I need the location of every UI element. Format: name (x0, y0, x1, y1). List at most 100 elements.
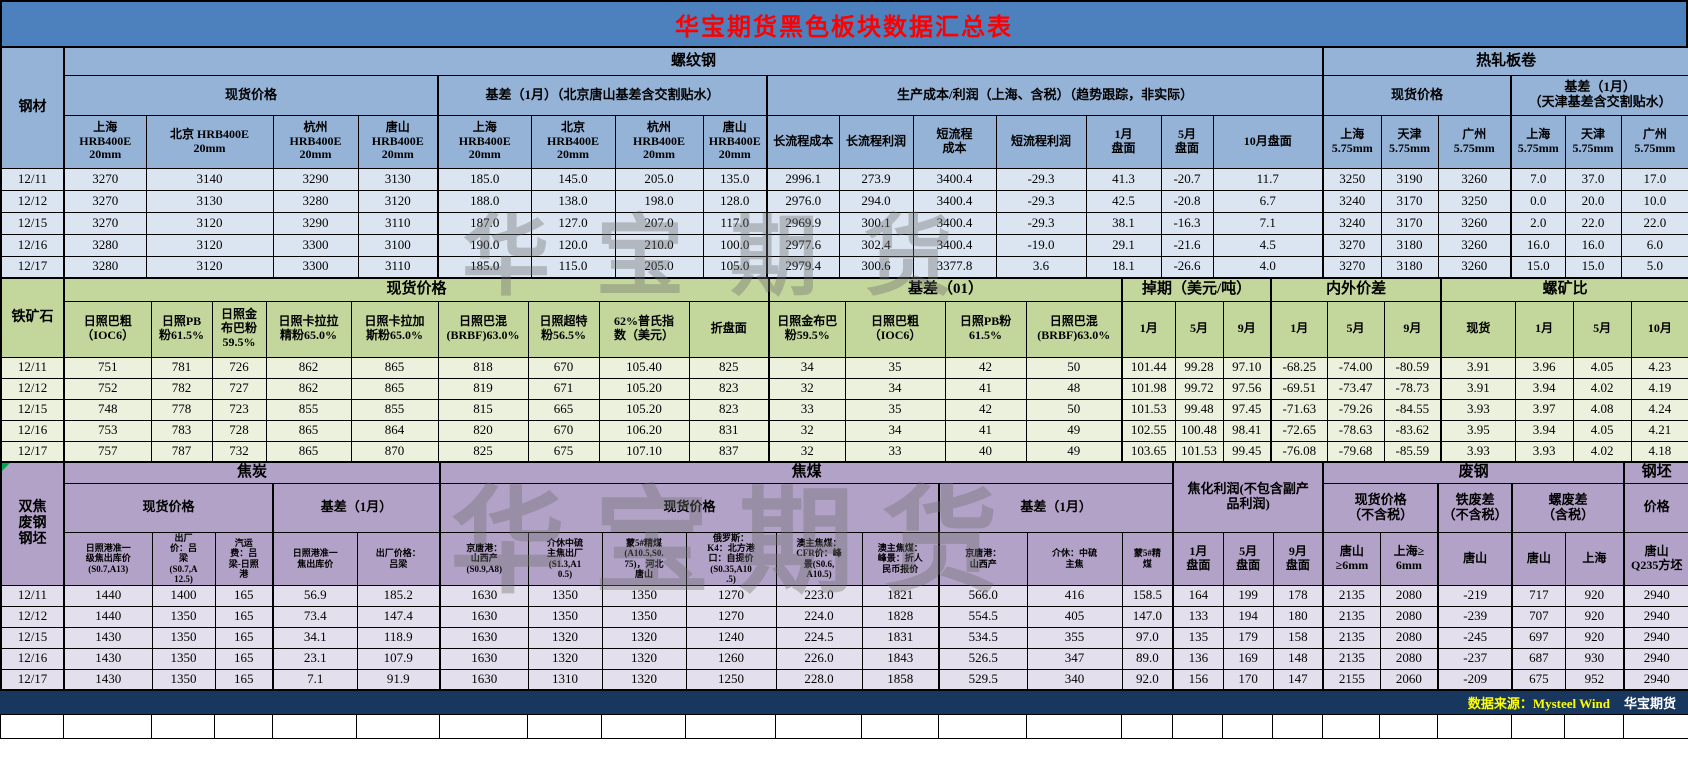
data-cell: 1630 (439, 605, 529, 628)
data-cell: 2135 (1322, 605, 1381, 628)
data-cell: 1630 (439, 626, 529, 649)
group-spot-price: 现货价格 (62, 277, 770, 302)
data-cell: 865 (350, 356, 439, 379)
data-cell: -79.26 (1326, 398, 1385, 421)
data-cell: 34 (768, 356, 846, 379)
data-cell: 526.5 (938, 647, 1028, 670)
header-row: 铁矿石 现货价格 基差（01） 掉期（美元/吨） 内外价差 螺矿比 (0, 277, 1688, 358)
data-cell: 105.0 (702, 255, 768, 279)
data-cell: 185.2 (356, 584, 441, 607)
row-date: 12/12 (0, 377, 65, 400)
data-cell: 707 (1511, 605, 1566, 628)
data-cell: 2940 (1623, 605, 1688, 628)
data-cell: 831 (688, 419, 770, 442)
data-cell: 2977.6 (766, 233, 840, 257)
data-cell: 340 (1026, 668, 1123, 691)
data-cell: 97.45 (1222, 398, 1272, 421)
column-header: 9月 (1383, 300, 1442, 358)
data-cell: 32 (768, 440, 846, 463)
data-cell: 5.0 (1620, 255, 1688, 279)
data-cell: 3.6 (995, 255, 1087, 279)
data-cell: 16.0 (1510, 233, 1566, 257)
data-cell: 862 (265, 356, 352, 379)
data-cell: 165 (214, 605, 274, 628)
column-header: 5月 (1174, 300, 1224, 358)
data-cell: 930 (1564, 647, 1625, 670)
data-cell: 49 (1025, 419, 1123, 442)
data-cell: 105.20 (598, 377, 690, 400)
column-header: 澳主焦煤： 峰景：折人 民币报价 (861, 531, 940, 586)
data-cell: 675 (527, 440, 600, 463)
data-cell: 41 (944, 377, 1027, 400)
empty-cell (214, 714, 273, 739)
column-header: 上海 5.75mm (1322, 114, 1382, 169)
group-domestic-foreign-spread: 内外价差 (1270, 277, 1442, 302)
data-cell: 1440 (63, 605, 153, 628)
column-header: 1月 盘面 (1085, 114, 1162, 169)
data-cell: 35 (844, 398, 946, 421)
data-cell: 1320 (527, 647, 603, 670)
table-row: 12/15 1430 1350 165 34.1 118.9 1630 1320 1320 124… (0, 626, 1688, 649)
data-cell: 207.0 (614, 211, 704, 235)
column-header: 广州 5.75mm (1620, 114, 1688, 169)
data-cell: 300.6 (838, 255, 914, 279)
column-header: 澳主焦煤： CFR价：峰 景(S0.6, A10.5) (775, 531, 863, 586)
data-cell: 2940 (1623, 668, 1688, 691)
data-cell: 107.10 (598, 440, 690, 463)
data-cell: 3180 (1380, 255, 1439, 279)
data-cell: 165 (214, 647, 274, 670)
data-cell: 3190 (1380, 167, 1439, 191)
empty-cell (272, 714, 357, 739)
data-cell: 33 (768, 398, 846, 421)
data-cell: 180 (1272, 605, 1324, 628)
empty-row (0, 714, 1688, 739)
row-date: 12/15 (0, 211, 65, 235)
data-cell: 3110 (357, 211, 439, 235)
data-cell: 169 (1222, 647, 1274, 670)
data-cell: -74.00 (1326, 356, 1385, 379)
data-cell: 91.9 (356, 668, 441, 691)
data-cell: 855 (350, 398, 439, 421)
empty-cell (0, 714, 64, 739)
data-cell: 99.72 (1174, 377, 1224, 400)
group-hot-rolled-coil: 热轧板卷 (1322, 46, 1688, 76)
row-date: 12/17 (0, 668, 65, 691)
column-header: 日照巴粗 （IOC6） (63, 300, 152, 358)
data-cell: 4.24 (1630, 398, 1688, 421)
empty-cell (527, 714, 602, 739)
data-cell: 187.0 (437, 211, 532, 235)
data-cell: -76.08 (1270, 440, 1328, 463)
data-cell: 3110 (357, 255, 439, 279)
footer-bar: 数据来源：Mysteel Wind 华宝期货 (0, 691, 1688, 714)
empty-cell (1511, 714, 1565, 739)
data-cell: 1350 (527, 605, 603, 628)
data-cell: 3270 (63, 211, 147, 235)
data-cell: 1858 (861, 668, 940, 691)
column-header: 10月 (1630, 300, 1688, 358)
table-row: 12/11 1440 1400 165 56.9 185.2 1630 1350 1350 127… (0, 584, 1688, 607)
column-header: 日照卡拉拉 精粉65.0% (265, 300, 352, 358)
data-cell: 40 (944, 440, 1027, 463)
data-cell: 210.0 (614, 233, 704, 257)
group-coking-profit: 焦化利润(不包含副产 品利润) (1172, 461, 1324, 533)
data-cell: 952 (1564, 668, 1625, 691)
data-cell: 2940 (1623, 647, 1688, 670)
data-cell: 127.0 (530, 211, 616, 235)
data-cell: 178 (1272, 584, 1324, 607)
column-header: 上海 HRB400E 20mm (437, 114, 532, 169)
page-title: 华宝期货黑色板块数据汇总表 (0, 0, 1688, 46)
group-iron-scrap-spread: 铁废差 （不含税） (1437, 482, 1513, 533)
data-cell: 3130 (357, 167, 439, 191)
data-cell: 3400.4 (912, 211, 997, 235)
data-cell: 675 (1511, 668, 1566, 691)
data-cell: 1320 (601, 626, 687, 649)
data-cell: 3.95 (1440, 419, 1516, 442)
data-cell: 3250 (1437, 189, 1512, 213)
data-cell: 22.0 (1620, 211, 1688, 235)
data-cell: 2969.9 (766, 211, 840, 235)
data-cell: 120.0 (530, 233, 616, 257)
data-cell: 3170 (1380, 211, 1439, 235)
data-cell: -19.0 (995, 233, 1087, 257)
data-cell: 752 (63, 377, 152, 400)
data-cell: -219 (1437, 584, 1513, 607)
